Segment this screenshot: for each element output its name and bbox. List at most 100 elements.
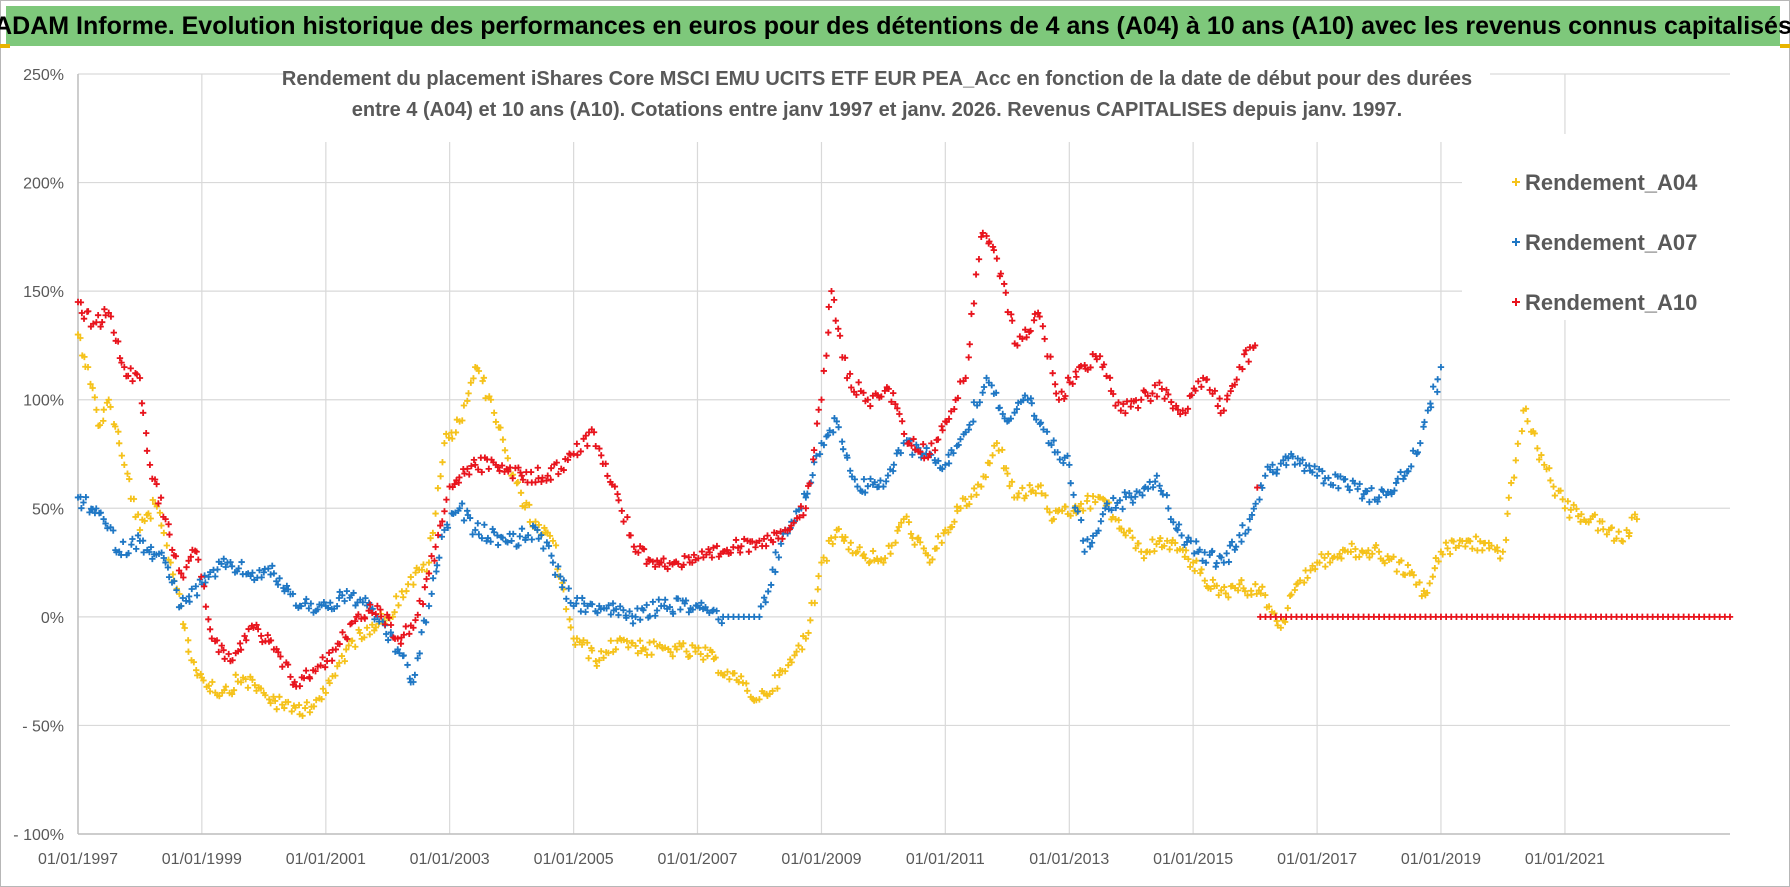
data-point (218, 642, 225, 649)
data-point (279, 701, 286, 708)
data-point (842, 533, 849, 541)
data-point (1365, 547, 1372, 554)
data-point (432, 543, 439, 551)
data-point (786, 526, 794, 533)
data-point (616, 603, 624, 610)
legend-label: Rendement_A04 (1525, 170, 1698, 195)
data-point (1488, 542, 1495, 549)
data-point (443, 430, 450, 438)
data-point (1000, 280, 1008, 288)
data-point (538, 531, 545, 539)
data-point (777, 528, 784, 535)
data-points (74, 229, 1734, 719)
data-point (954, 394, 962, 402)
data-point (1172, 402, 1180, 410)
data-point (361, 615, 369, 622)
data-point (416, 650, 423, 657)
data-point (682, 597, 690, 604)
data-point (843, 374, 851, 382)
data-point (1088, 539, 1096, 546)
data-point (1220, 407, 1228, 414)
data-point (489, 525, 496, 533)
data-point (1288, 591, 1295, 598)
data-point (741, 535, 748, 543)
data-point (105, 396, 112, 403)
data-point (129, 535, 136, 543)
data-point (1320, 480, 1327, 487)
data-point (737, 673, 745, 680)
data-point (764, 588, 772, 595)
data-point (1366, 498, 1373, 506)
data-point (1232, 543, 1240, 550)
data-point (1089, 532, 1097, 540)
data-point (93, 505, 100, 512)
data-point (478, 468, 485, 476)
data-point (107, 403, 114, 411)
data-point (280, 584, 287, 592)
data-point (1139, 492, 1146, 499)
data-point (438, 533, 446, 540)
data-point (1110, 494, 1117, 502)
data-point (505, 468, 512, 475)
data-point (945, 460, 953, 467)
data-point (829, 429, 837, 436)
data-point (1196, 546, 1203, 553)
data-point (1412, 581, 1420, 588)
data-point (909, 451, 916, 458)
data-point (911, 541, 918, 548)
data-point (326, 679, 333, 687)
data-point (355, 611, 362, 618)
data-point (1046, 509, 1053, 516)
data-point (1434, 376, 1441, 383)
data-point (514, 478, 522, 486)
data-point (372, 624, 380, 631)
data-point (81, 353, 88, 361)
data-point (1042, 492, 1049, 499)
data-point (829, 540, 836, 548)
data-point (534, 464, 542, 471)
data-point (441, 439, 448, 447)
data-point (1334, 554, 1341, 561)
data-point (1157, 487, 1165, 495)
data-point (1502, 536, 1510, 544)
data-point (118, 359, 125, 366)
data-point (757, 603, 765, 610)
data-point (1512, 457, 1520, 464)
data-point (620, 636, 628, 644)
chart-title-line-1: Rendement du placement iShares Core MSCI… (282, 68, 1472, 90)
data-point (968, 493, 975, 500)
data-point (1157, 535, 1164, 542)
data-point (1393, 568, 1400, 575)
data-point (1015, 490, 1022, 497)
data-point (706, 549, 713, 556)
data-point (185, 648, 192, 655)
data-point (626, 608, 633, 615)
data-point (1034, 309, 1042, 317)
data-point (1546, 465, 1553, 472)
data-point (1294, 455, 1301, 462)
data-point (1069, 380, 1076, 387)
data-point (878, 393, 885, 400)
data-point (1077, 516, 1085, 524)
data-point (350, 589, 357, 597)
data-point (1002, 465, 1010, 472)
data-point (543, 539, 551, 546)
data-point (1594, 527, 1602, 534)
data-point (1401, 472, 1408, 479)
data-point (107, 313, 115, 320)
data-point (612, 646, 620, 653)
data-point (318, 695, 325, 703)
data-point (1140, 554, 1148, 562)
data-point (775, 554, 783, 561)
data-point (979, 229, 987, 237)
data-point (1134, 404, 1142, 412)
data-point (188, 585, 195, 593)
data-point (689, 606, 696, 613)
data-point (1600, 526, 1607, 533)
data-point (400, 594, 407, 601)
data-point (1087, 505, 1094, 512)
x-tick-label: 01/01/2011 (906, 851, 985, 868)
banner-title: ADAM Informe. Evolution historique des p… (0, 11, 1790, 40)
data-point (1479, 547, 1486, 554)
data-point (815, 572, 822, 580)
